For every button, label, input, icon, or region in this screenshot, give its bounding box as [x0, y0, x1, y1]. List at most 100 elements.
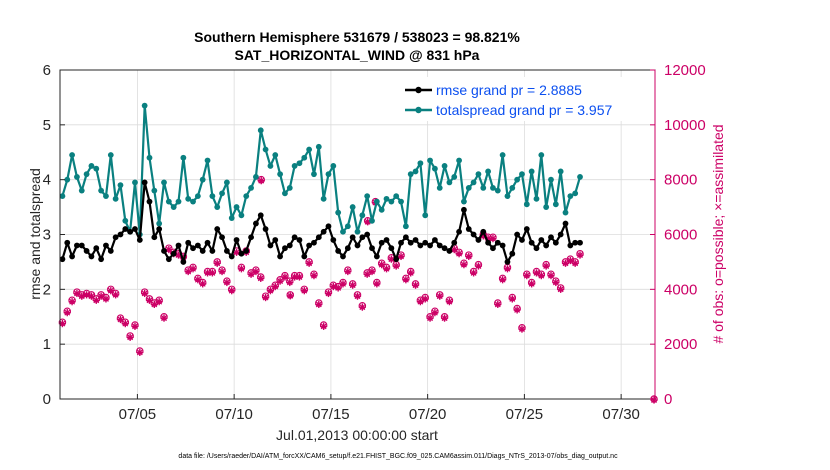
obs-assimilated-marker — [576, 251, 584, 259]
obs-assimilated-marker — [339, 280, 347, 288]
obs-assimilated-marker — [189, 265, 197, 273]
obs-assimilated-marker — [469, 269, 478, 277]
obs-assimilated-marker — [199, 280, 207, 288]
obs-assimilated-marker — [561, 259, 570, 267]
y-right-tick-label: 8000 — [664, 172, 697, 189]
y-right-tick-label: 12000 — [664, 62, 706, 79]
rmse-point — [349, 234, 356, 241]
obs-assimilated-marker — [131, 322, 139, 330]
axes: 07/05 07/10 07/15 07/20 07/25 07/30 0 1 2 3 4 5 6 0 20… — [43, 62, 706, 423]
obs-assimilated-marker — [92, 296, 100, 304]
totalspread-point — [107, 152, 114, 158]
obs-assimilated-marker — [503, 265, 512, 273]
totalspread-point — [349, 204, 356, 210]
obs-assimilated-marker — [141, 289, 149, 298]
rmse-point — [291, 234, 298, 241]
totalspread-point — [461, 198, 467, 205]
totalspread-point — [238, 212, 245, 219]
obs-assimilated-marker — [382, 265, 391, 273]
y-right-tick-label: 6000 — [664, 227, 697, 244]
totalspread-point — [311, 171, 317, 178]
totalspread-point — [170, 204, 177, 210]
totalspread-point — [233, 204, 240, 210]
rmse-point — [243, 248, 250, 254]
obs-assimilated-marker — [87, 292, 96, 300]
rmse-point — [301, 253, 308, 260]
rmse-point — [93, 245, 100, 252]
rmse-point — [253, 220, 259, 227]
obs-assimilated-marker — [252, 267, 260, 276]
rmse-point — [132, 226, 138, 232]
totalspread-point — [538, 152, 545, 158]
obs-assimilated-marker — [218, 267, 226, 276]
totalspread-point — [398, 198, 404, 205]
totalspread-point — [83, 171, 90, 178]
totalspread-point — [175, 198, 182, 205]
rmse-point — [557, 231, 564, 238]
totalspread-point — [69, 152, 75, 158]
obs-assimilated-marker — [416, 298, 424, 306]
totalspread-point — [369, 217, 375, 224]
x-tick-label: 07/20 — [409, 406, 447, 423]
y-left-tick-label: 4 — [43, 172, 51, 189]
obs-assimilated-marker — [368, 267, 376, 276]
obs-assimilated-marker — [450, 245, 458, 254]
totalspread-point — [185, 195, 192, 202]
rmse-point — [282, 245, 288, 252]
totalspread-point — [190, 198, 196, 205]
obs-assimilated-marker — [295, 273, 304, 281]
obs-assimilated-marker — [329, 282, 337, 291]
totalspread-point — [88, 163, 95, 169]
y-right-tick-label: 0 — [664, 391, 672, 408]
obs-assimilated-marker — [571, 259, 579, 267]
totalspread-point — [431, 165, 438, 172]
obs-assimilated-marker — [426, 314, 434, 322]
legend: rmse grand pr = 2.8885 totalspread grand… — [400, 77, 650, 121]
obs-assimilated-marker — [363, 270, 371, 278]
y-left-tick-label: 5 — [43, 117, 51, 134]
obs-assimilated-marker — [474, 262, 483, 270]
rmse-point — [156, 226, 163, 232]
totalspread-point — [262, 146, 269, 153]
rmse-point — [441, 245, 448, 252]
totalspread-point — [248, 184, 254, 191]
obs-assimilated-marker — [281, 273, 289, 281]
y-axis-right-label: # of obs: o=possible; ×=assimilated — [710, 124, 726, 343]
totalspread-point — [504, 193, 511, 200]
totalspread-point — [436, 184, 443, 191]
legend-totalspread-marker — [415, 106, 422, 114]
x-axis-label: Jul.01,2013 00:00:00 start — [276, 427, 438, 443]
totalspread-point — [64, 176, 71, 183]
y-right-tick-label: 10000 — [664, 117, 706, 134]
totalspread-point — [194, 193, 201, 200]
totalspread-point — [199, 176, 206, 183]
rmse-point — [359, 234, 366, 241]
y-axis-left-label: rmse and totalspread — [27, 168, 43, 300]
totalspread-point — [291, 163, 298, 169]
rmse-point — [364, 231, 371, 238]
rmse-point — [407, 239, 414, 246]
obs-assimilated-marker — [499, 276, 507, 284]
totalspread-point — [165, 198, 172, 205]
totalspread-point — [562, 209, 569, 216]
obs-assimilated-marker — [63, 309, 71, 317]
y-left-tick-label: 6 — [43, 62, 51, 79]
rmse-point — [277, 253, 284, 260]
obs-assimilated-marker — [528, 280, 536, 288]
totalspread-point — [209, 193, 216, 200]
obs-assimilated-marker — [208, 269, 216, 277]
totalspread-point — [117, 182, 124, 189]
y-left-tick-label: 2 — [43, 281, 51, 298]
obs-assimilated-marker — [436, 292, 444, 300]
obs-assimilated-marker — [237, 265, 246, 273]
totalspread-point — [282, 190, 288, 197]
rmse-point — [98, 256, 105, 263]
totalspread-point — [161, 179, 167, 186]
obs-assimilated-marker — [440, 314, 449, 322]
y-right-tick-label: 2000 — [664, 336, 697, 353]
totalspread-point — [412, 168, 419, 175]
rmse-point — [64, 239, 71, 246]
obs-outlier-assimilated-marker — [286, 292, 294, 300]
obs-assimilated-marker — [228, 287, 236, 295]
rmse-point — [146, 198, 153, 205]
